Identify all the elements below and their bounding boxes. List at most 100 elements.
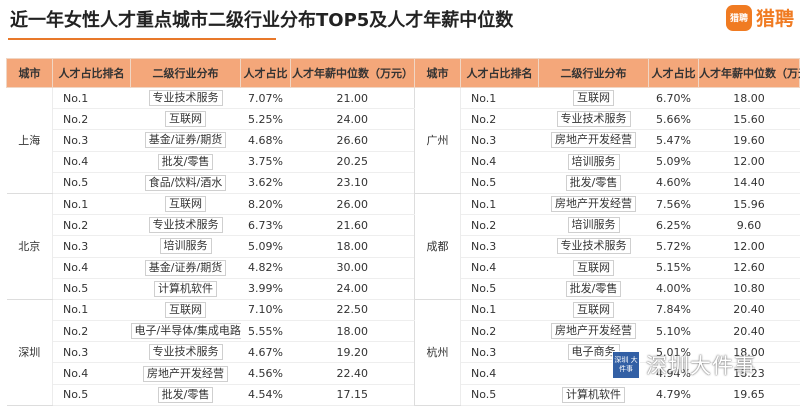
industry-label: 电子商务 <box>567 344 620 361</box>
watermark: 深圳 大件事 深圳大件事 <box>612 350 756 380</box>
salary-cell: 19.20 <box>290 341 415 364</box>
city-cell: 北京 <box>6 193 53 300</box>
industry-label: 专业技术服务 <box>148 90 223 107</box>
city-cell: 广州 <box>414 87 461 194</box>
salary-cell: 26.60 <box>290 129 415 152</box>
share-cell: 5.15% <box>648 257 699 279</box>
share-cell: 5.55% <box>240 320 291 343</box>
share-cell: 4.68% <box>240 129 291 152</box>
industry-label: 食品/饮料/酒水 <box>144 174 227 191</box>
rank-cell: No.5 <box>52 384 131 406</box>
industry-cell: 专业技术服务 <box>538 108 649 131</box>
industry-label: 批发/零售 <box>157 153 214 170</box>
watermark-badge-icon: 深圳 大件事 <box>612 351 640 379</box>
share-cell: 7.84% <box>648 299 699 322</box>
share-cell: 6.25% <box>648 214 699 237</box>
industry-label: 电子/半导体/集成电路 <box>130 323 241 340</box>
industry-cell: 批发/零售 <box>538 172 649 194</box>
industry-label: 批发/零售 <box>157 386 214 403</box>
salary-cell: 18.23 <box>698 362 800 385</box>
industry-cell: 专业技术服务 <box>130 341 241 364</box>
industry-cell: 批发/零售 <box>130 151 241 173</box>
share-cell: 4.67% <box>240 341 291 364</box>
rank-cell: No.3 <box>460 129 539 152</box>
salary-cell: 10.80 <box>698 278 800 300</box>
rank-cell: No.4 <box>52 362 131 385</box>
rank-cell: No.3 <box>52 129 131 152</box>
rank-cell: No.4 <box>52 257 131 279</box>
industry-cell: 计算机软件 <box>130 278 241 300</box>
table-row: No.4 基金/证券/期货 4.82% 30.00 No.4 互联网 5.15% 12.60 <box>7 257 800 279</box>
salary-cell: 21.60 <box>290 214 415 237</box>
industry-label: 房地产开发经营 <box>143 365 228 382</box>
rank-cell: No.2 <box>52 320 131 343</box>
rank-cell: No.4 <box>460 151 539 173</box>
city-cell: 上海 <box>6 87 53 194</box>
header-share: 人才占比 <box>648 58 699 88</box>
industry-cell: 培训服务 <box>538 214 649 237</box>
industry-cell: 专业技术服务 <box>130 87 241 110</box>
share-cell: 7.10% <box>240 299 291 322</box>
industry-cell: 互联网 <box>130 299 241 322</box>
liepin-logo-text: 猎聘 <box>755 8 794 30</box>
table-row: No.4 房地产开发经营 4.56% 22.40 No.4 4.94% 18.23 <box>7 362 800 385</box>
industry-label: 互联网 <box>165 196 206 213</box>
title-underline <box>8 38 276 40</box>
share-cell: 6.70% <box>648 87 699 110</box>
share-cell: 4.56% <box>240 362 291 385</box>
salary-cell: 19.65 <box>698 384 800 406</box>
city-cell: 成都 <box>414 193 461 300</box>
industry-label: 房地产开发经营 <box>551 323 636 340</box>
industry-label: 互联网 <box>573 90 614 107</box>
industry-cell: 互联网 <box>538 257 649 279</box>
share-cell: 5.10% <box>648 320 699 343</box>
industry-label: 专业技术服务 <box>148 344 223 361</box>
salary-cell: 22.40 <box>290 362 415 385</box>
industry-cell: 房地产开发经营 <box>538 320 649 343</box>
table-row: No.2 电子/半导体/集成电路 5.55% 18.00 No.2 房地产开发经营 5.10… <box>7 320 800 343</box>
share-cell: 5.72% <box>648 235 699 258</box>
table-row: No.4 批发/零售 3.75% 20.25 No.4 培训服务 5.09% 12.00 <box>7 151 800 173</box>
industry-label: 培训服务 <box>159 238 212 255</box>
industry-cell: 互联网 <box>538 299 649 322</box>
share-cell: 5.25% <box>240 108 291 131</box>
share-cell: 8.20% <box>240 193 291 216</box>
share-cell: 5.09% <box>648 151 699 173</box>
share-cell: 4.00% <box>648 278 699 300</box>
salary-cell: 15.96 <box>698 193 800 216</box>
liepin-logo-icon: 猎聘 <box>725 4 752 31</box>
salary-cell: 12.60 <box>698 257 800 279</box>
industry-cell: 批发/零售 <box>538 278 649 300</box>
table-row: No.3 基金/证券/期货 4.68% 26.60 No.3 房地产开发经营 5.47% 19… <box>7 129 800 152</box>
industry-label: 房地产开发经营 <box>551 196 636 213</box>
salary-cell: 18.00 <box>290 320 415 343</box>
industry-label: 批发/零售 <box>565 280 622 297</box>
liepin-logo: 猎聘 猎聘 <box>725 4 794 31</box>
page-title: 近一年女性人才重点城市二级行业分布TOP5及人才年薪中位数 <box>10 10 514 31</box>
rank-cell: No.2 <box>460 108 539 131</box>
header-salary: 人才年薪中位数（万元） <box>290 58 415 88</box>
salary-cell: 12.00 <box>698 151 800 173</box>
salary-cell: 24.00 <box>290 278 415 300</box>
share-cell: 6.73% <box>240 214 291 237</box>
industry-label: 专业技术服务 <box>556 238 631 255</box>
salary-cell: 24.00 <box>290 108 415 131</box>
rank-cell: No.2 <box>52 108 131 131</box>
share-cell: 4.82% <box>240 257 291 279</box>
industry-cell: 培训服务 <box>130 235 241 258</box>
industry-cell: 食品/饮料/酒水 <box>130 172 241 194</box>
rank-cell: No.2 <box>460 214 539 237</box>
industry-label: 计算机软件 <box>562 386 625 403</box>
salary-cell: 18.00 <box>698 87 800 110</box>
rank-cell: No.4 <box>52 151 131 173</box>
rank-cell: No.2 <box>460 320 539 343</box>
share-cell: 5.01% <box>648 341 699 364</box>
rank-cell: No.4 <box>460 362 539 385</box>
industry-label: 互联网 <box>165 301 206 318</box>
industry-label: 培训服务 <box>567 153 620 170</box>
rank-cell: No.1 <box>52 87 131 110</box>
salary-cell: 20.40 <box>698 299 800 322</box>
header-share: 人才占比 <box>240 58 291 88</box>
industry-cell: 房地产开发经营 <box>130 362 241 385</box>
rank-cell: No.5 <box>460 278 539 300</box>
